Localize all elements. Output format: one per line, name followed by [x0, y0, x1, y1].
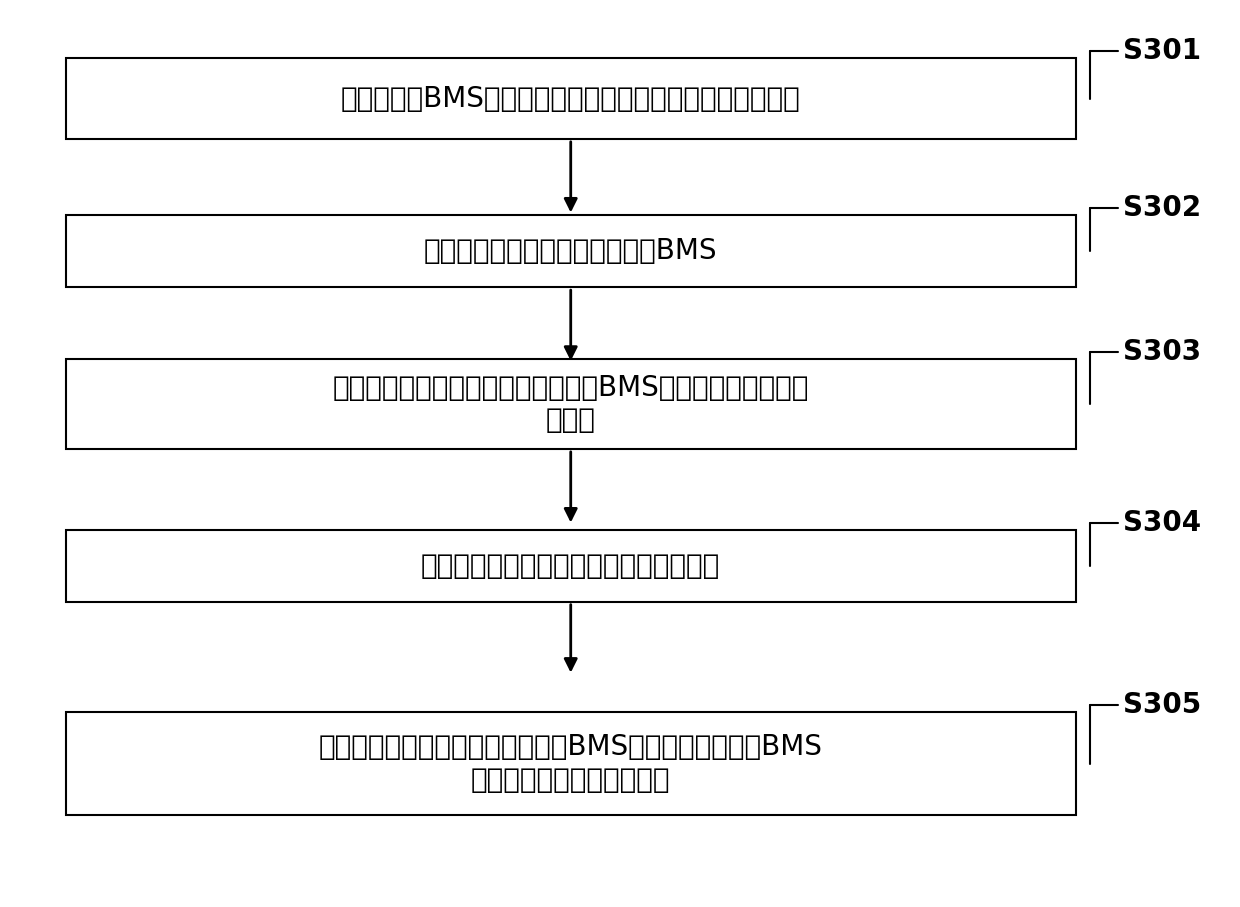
- Text: S304: S304: [1122, 509, 1200, 537]
- Text: S303: S303: [1122, 338, 1200, 366]
- FancyBboxPatch shape: [66, 58, 1076, 139]
- Text: S302: S302: [1122, 194, 1200, 222]
- Text: 发送所述输出电平信号给所述第二BMS，以使得所述第二BMS: 发送所述输出电平信号给所述第二BMS，以使得所述第二BMS: [319, 734, 822, 761]
- Text: 根据所述高电平信号转换成输出电平信号: 根据所述高电平信号转换成输出电平信号: [422, 551, 720, 580]
- FancyBboxPatch shape: [66, 530, 1076, 601]
- FancyBboxPatch shape: [66, 359, 1076, 449]
- Text: S305: S305: [1122, 690, 1200, 718]
- Text: 接收到所述上升沿信号后，所述第一BMS从休眠状态转换成工: 接收到所述上升沿信号后，所述第一BMS从休眠状态转换成工: [332, 374, 808, 402]
- FancyBboxPatch shape: [66, 215, 1076, 288]
- FancyBboxPatch shape: [66, 712, 1076, 815]
- Text: S301: S301: [1122, 37, 1200, 65]
- Text: 发送所述上升沿信号给所述第一BMS: 发送所述上升沿信号给所述第一BMS: [424, 238, 718, 266]
- Text: 接收到第二BMS发送的高电平信号后，唤醒线生成上升沿信: 接收到第二BMS发送的高电平信号后，唤醒线生成上升沿信: [341, 84, 801, 112]
- Text: 从休眠状态转换成工作状态: 从休眠状态转换成工作状态: [471, 766, 671, 794]
- Text: 作状态: 作状态: [546, 406, 595, 434]
